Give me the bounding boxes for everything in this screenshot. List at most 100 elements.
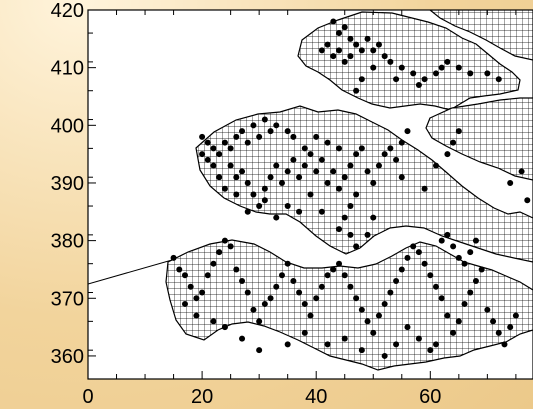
- data-point: [404, 254, 411, 261]
- data-point: [221, 139, 228, 146]
- data-point: [307, 191, 314, 198]
- data-point: [512, 312, 519, 319]
- data-point: [387, 289, 394, 296]
- data-point: [324, 272, 331, 279]
- data-point: [239, 277, 246, 284]
- data-point: [393, 76, 400, 83]
- data-point: [518, 168, 525, 175]
- data-point: [467, 70, 474, 77]
- data-point: [478, 266, 485, 273]
- data-point: [353, 41, 360, 48]
- data-point: [461, 301, 468, 308]
- data-point: [284, 168, 291, 175]
- data-point: [204, 156, 211, 163]
- data-point: [444, 58, 451, 65]
- data-point: [336, 30, 343, 37]
- data-point: [290, 156, 297, 163]
- data-point: [364, 35, 371, 42]
- data-point: [330, 53, 337, 60]
- data-point: [261, 185, 268, 192]
- data-point: [244, 179, 251, 186]
- data-point: [273, 214, 280, 221]
- data-point: [318, 283, 325, 290]
- data-point: [450, 243, 457, 250]
- data-point: [324, 341, 331, 348]
- data-point: [364, 168, 371, 175]
- data-point: [261, 197, 268, 204]
- data-point: [256, 318, 263, 325]
- data-point: [267, 174, 274, 181]
- data-point: [273, 122, 280, 129]
- data-point: [181, 301, 188, 308]
- data-point: [324, 139, 331, 146]
- data-point: [353, 191, 360, 198]
- island-central: [195, 105, 533, 263]
- data-point: [227, 162, 234, 169]
- data-point: [364, 318, 371, 325]
- data-point: [398, 139, 405, 146]
- data-point: [284, 341, 291, 348]
- data-point: [341, 214, 348, 221]
- data-point: [210, 260, 217, 267]
- land-masses: [88, 10, 533, 371]
- data-point: [393, 277, 400, 284]
- data-point: [239, 128, 246, 135]
- data-point: [433, 341, 440, 348]
- data-point: [313, 295, 320, 302]
- data-point: [433, 70, 440, 77]
- data-point: [370, 214, 377, 221]
- data-point: [307, 151, 314, 158]
- y-tick-label: 370: [51, 288, 84, 310]
- data-point: [398, 266, 405, 273]
- data-point: [336, 185, 343, 192]
- data-point: [216, 174, 223, 181]
- y-tick-label: 360: [51, 346, 84, 368]
- data-point: [347, 162, 354, 169]
- data-point: [341, 174, 348, 181]
- x-axis: 0 20 40 60: [82, 10, 517, 408]
- y-tick-label: 390: [51, 173, 84, 195]
- data-point: [216, 249, 223, 256]
- data-point: [318, 156, 325, 163]
- data-point: [244, 139, 251, 146]
- data-point: [296, 174, 303, 181]
- data-point: [398, 174, 405, 181]
- y-tick-label: 410: [51, 58, 84, 80]
- data-point: [261, 116, 268, 123]
- data-point: [301, 145, 308, 152]
- data-point: [227, 243, 234, 250]
- mainland-north: [429, 10, 533, 61]
- data-point: [415, 81, 422, 88]
- data-point: [455, 128, 462, 135]
- data-point: [256, 347, 263, 354]
- data-point: [484, 70, 491, 77]
- data-point: [284, 203, 291, 210]
- data-point: [375, 162, 382, 169]
- data-point: [239, 168, 246, 175]
- data-point: [233, 266, 240, 273]
- landmass-south: [165, 239, 533, 371]
- data-point: [507, 179, 514, 186]
- data-point: [307, 312, 314, 319]
- data-point: [507, 324, 514, 331]
- data-point: [284, 128, 291, 135]
- data-point: [375, 312, 382, 319]
- data-point: [472, 277, 479, 284]
- data-point: [495, 76, 502, 83]
- data-point: [199, 289, 206, 296]
- data-point: [313, 133, 320, 140]
- data-point: [330, 18, 337, 25]
- data-point: [267, 128, 274, 135]
- data-point: [199, 133, 206, 140]
- data-point: [204, 139, 211, 146]
- data-point: [484, 306, 491, 313]
- data-point: [467, 249, 474, 256]
- data-point: [353, 151, 360, 158]
- data-point: [256, 133, 263, 140]
- data-point: [524, 197, 531, 204]
- data-point: [427, 347, 434, 354]
- x-tick-label: 60: [419, 386, 441, 408]
- data-point: [187, 283, 194, 290]
- data-point: [393, 341, 400, 348]
